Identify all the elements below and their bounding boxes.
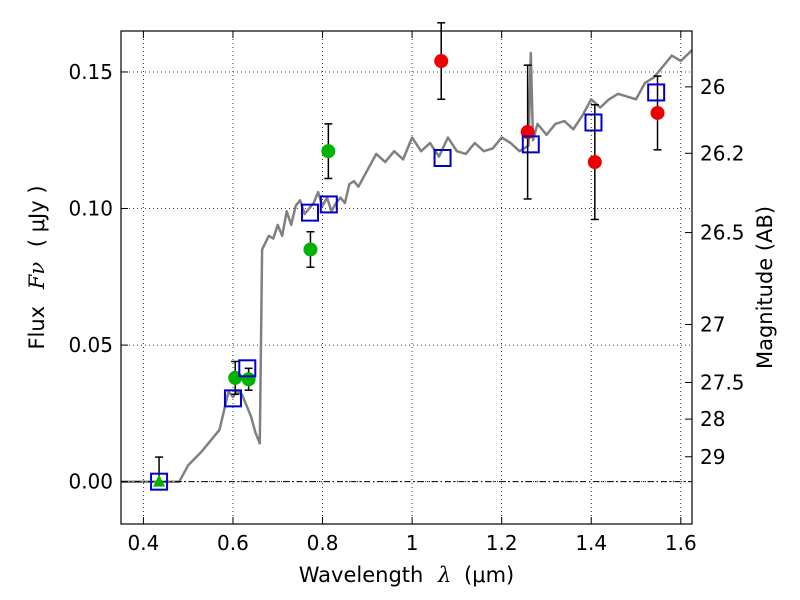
x-tick-label: 0.8: [307, 531, 339, 555]
x-tick-label: 1.2: [486, 531, 518, 555]
data-marks: [150, 22, 666, 491]
plot-frame: [120, 30, 693, 525]
green-data-point: [321, 144, 336, 159]
model-spectrum-line: [121, 49, 693, 483]
model-photometry-square: [238, 359, 257, 378]
model-photometry-square: [319, 195, 338, 214]
y-tick-label: 0.10: [68, 197, 113, 221]
model-photometry-square: [300, 203, 319, 222]
y-tick-label: 0.00: [68, 470, 113, 494]
magnitude-tick-label: 26.5: [700, 221, 745, 245]
model-photometry-square: [647, 83, 666, 102]
model-photometry-square: [584, 113, 603, 132]
magnitude-tick-label: 26: [700, 75, 725, 99]
x-tick-label: 1.4: [575, 531, 607, 555]
red-data-point: [587, 155, 602, 170]
x-axis-label: Wavelength λ (μm): [299, 563, 514, 587]
magnitude-tick-label: 28: [700, 407, 725, 431]
red-data-point: [650, 105, 665, 120]
model-spectrum: [121, 49, 693, 483]
y-axis-label: Flux Fν ( μJy ): [25, 185, 49, 349]
model-photometry-square: [521, 135, 540, 154]
grid: [121, 31, 692, 524]
model-photometry-square: [150, 472, 169, 491]
magnitude-tick-label: 27.5: [700, 370, 745, 394]
green-data-point: [303, 242, 318, 257]
model-photometry-square: [223, 389, 242, 408]
magnitude-tick-label: 29: [700, 445, 725, 469]
y-tick-label: 0.05: [68, 333, 113, 357]
red-data-point: [434, 54, 449, 69]
y-tick-label: 0.15: [68, 60, 113, 84]
magnitude-axis-label: Magnitude (AB): [753, 206, 777, 369]
x-tick-label: 1.6: [665, 531, 697, 555]
axis-ticks: 0.4 0.6 0.8 1 1.2 1.4 1.6 0.00 0.05 0.10 0.15 26 26.…: [68, 31, 745, 555]
x-tick-label: 0.4: [127, 531, 159, 555]
x-tick-label: 0.6: [217, 531, 249, 555]
x-tick-label: 1: [406, 531, 419, 555]
magnitude-tick-label: 26.2: [700, 141, 745, 165]
green-data-point: [241, 372, 256, 387]
upper-limit-triangle: [153, 474, 166, 487]
model-photometry-square: [433, 149, 452, 168]
magnitude-tick-label: 27: [700, 312, 725, 336]
